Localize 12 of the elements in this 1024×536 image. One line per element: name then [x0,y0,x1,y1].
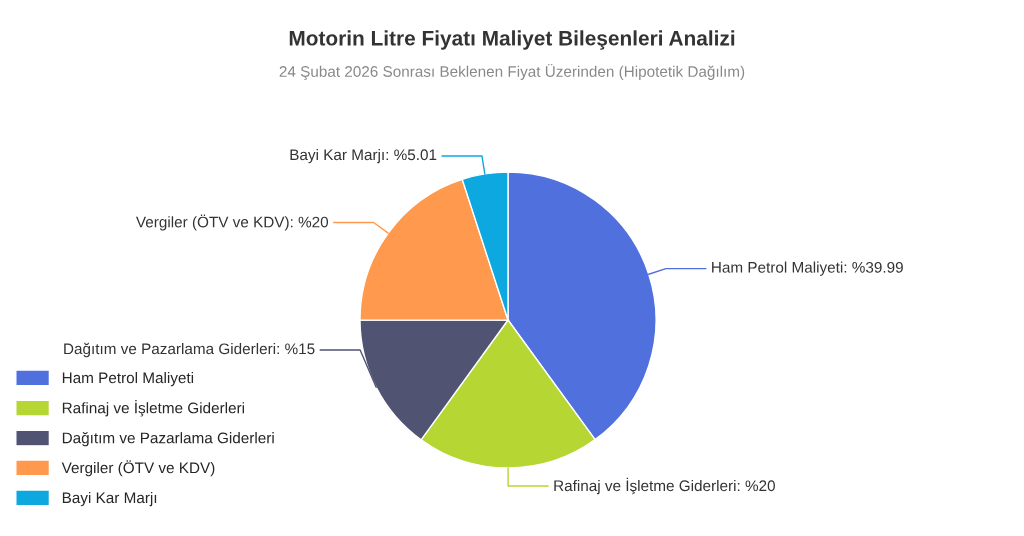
data-label: Dağıtım ve Pazarlama Giderleri: %15 [64,342,315,358]
legend-label: Vergiler (ÖTV ve KDV) [61,460,215,477]
chart-title: Motorin Litre Fiyatı Maliyet Bileşenleri Analizi [289,30,735,50]
legend-label: Ham Petrol Maliyeti [62,372,194,387]
data-label: Bayi Kar Marjı: %5.01 [290,148,437,164]
chart-subtitle: 24 Şubat 2026 Sonrası Beklenen Fiyat Üzerinden (Hipotetik Dağılım) [279,63,745,81]
legend-label: Dağıtım ve Pazarlama Giderleri [62,431,274,447]
legend-label: Rafinaj ve İşletme Giderleri [62,400,244,417]
data-label: Ham Petrol Maliyeti: %39.99 [712,261,903,276]
legend-label: Bayi Kar Marjı [62,491,157,507]
data-label: Rafinaj ve İşletme Giderleri: %20 [554,477,775,495]
data-label: Vergiler (ÖTV ve KDV): %20 [135,214,329,231]
